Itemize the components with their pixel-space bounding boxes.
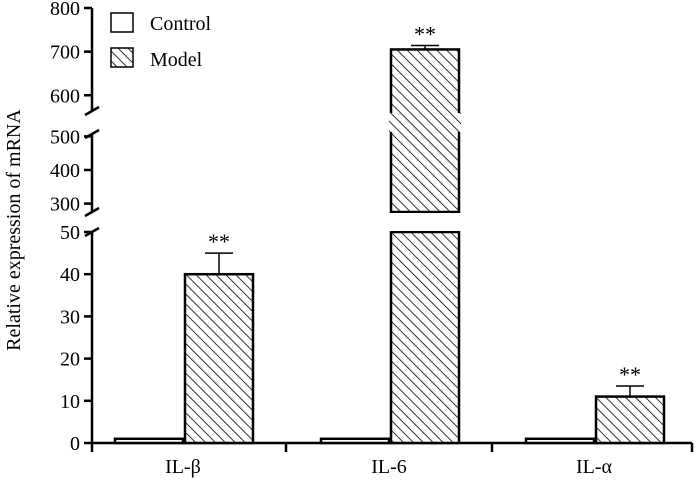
x-axis-labels: IL-β IL-6 IL-α: [165, 456, 612, 478]
y-tick-label: 20: [60, 349, 80, 371]
x-tick-label: IL-β: [165, 456, 201, 478]
y-axis-label: Relative expression of mRNA: [3, 109, 25, 351]
bar-break-gap: [389, 213, 461, 231]
y-tick-label: 700: [50, 42, 80, 64]
bar-model-fill: [389, 113, 461, 132]
y-tick-label: 500: [50, 126, 80, 148]
break-mark: [84, 206, 100, 218]
legend-label-control: Control: [150, 13, 212, 35]
y-tick-label: 50: [60, 222, 80, 244]
x-tick-label: IL-α: [576, 456, 613, 478]
bar-model: [183, 272, 255, 445]
x-tick-label: IL-6: [371, 456, 407, 478]
significance-label: **: [208, 229, 230, 254]
bar-control: [319, 437, 391, 445]
y-tick-label: 800: [50, 0, 80, 20]
bar-control: [113, 437, 185, 445]
significance-label: **: [414, 22, 436, 47]
legend-label-model: Model: [150, 49, 203, 71]
break-mark: [84, 105, 100, 117]
y-tick-label: 0: [70, 433, 80, 455]
legend-swatch-model: [110, 47, 134, 68]
y-axis: 0 10 20 30 40 50 300 400 500 600 700 800: [50, 0, 694, 455]
y-tick-label: 300: [50, 194, 80, 216]
y-tick-label: 40: [60, 264, 80, 286]
y-tick-label: 10: [60, 391, 80, 413]
y-tick-label: 600: [50, 85, 80, 107]
legend: Control Model: [110, 12, 212, 71]
legend-swatch-control: [110, 12, 134, 33]
bar-control: [524, 437, 596, 445]
bar-model: [389, 230, 461, 445]
bar-model: [594, 395, 666, 445]
significance-label: **: [619, 362, 641, 387]
bars: ** ** **: [113, 22, 666, 445]
y-tick-label: 400: [50, 160, 80, 182]
y-tick-label: 30: [60, 306, 80, 328]
